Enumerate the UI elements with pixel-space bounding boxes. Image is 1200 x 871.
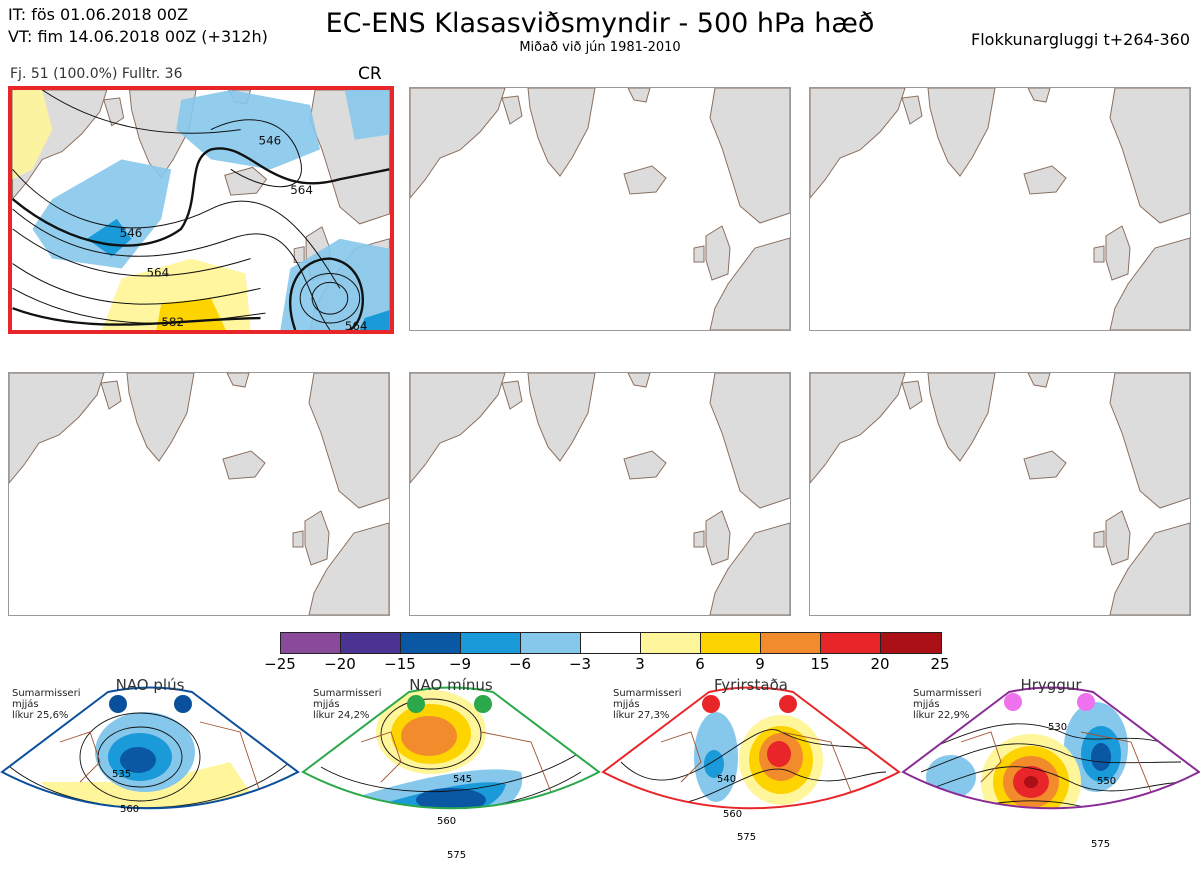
contour-label: 564 [345, 319, 368, 330]
contour-label: 560 [723, 809, 742, 820]
colorbar-tick-label: −25 [264, 655, 296, 673]
regime-ridge[interactable]: 530 550 575 Hryggur Sumarmisseri mjjás lík… [901, 672, 1200, 871]
colorbar-tick-label: −9 [448, 655, 472, 673]
cluster-panel-4[interactable] [8, 372, 390, 616]
regime-nao-plus[interactable]: 535 560 NAO plús Sumarmisseri mjjás líkur … [0, 672, 300, 871]
regime-note: Sumarmisseri mjjás líkur 24,2% [313, 688, 382, 721]
contour-label: 575 [1091, 839, 1110, 850]
colorbar-tick-label: 25 [930, 655, 950, 673]
cluster-panel-3[interactable] [809, 87, 1191, 331]
colorbar-swatch [401, 633, 461, 653]
cluster-panel-6[interactable] [809, 372, 1191, 616]
colorbar-tick-label: −6 [508, 655, 532, 673]
contour-label: 535 [112, 769, 131, 780]
contour-label: 550 [1097, 776, 1116, 787]
colorbar-swatch [701, 633, 761, 653]
colorbar-tick-label: 20 [870, 655, 890, 673]
colorbar-tick-label: −20 [324, 655, 356, 673]
cluster-panel-1[interactable]: 546 546 564 564 582 564 [8, 86, 394, 334]
colorbar-swatch [641, 633, 701, 653]
contour-label: 575 [447, 850, 466, 861]
contour-label: 545 [453, 774, 472, 785]
regime-nao-minus[interactable]: 545 560 575 NAO mínus Sumarmisseri mjjás l… [301, 672, 601, 871]
colorbar-swatch [341, 633, 401, 653]
regime-title: NAO mínus [409, 676, 493, 694]
colorbar-tick-label: −3 [568, 655, 592, 673]
regime-note: Sumarmisseri mjjás líkur 27,3% [613, 688, 682, 721]
contour-label: 575 [737, 832, 756, 843]
contour-label: 546 [120, 226, 143, 240]
colorbar-swatch [581, 633, 641, 653]
colorbar-swatch [281, 633, 341, 653]
colorbar-tick-label: 3 [635, 655, 645, 673]
regime-note: Sumarmisseri mjjás líkur 22,9% [913, 688, 982, 721]
colorbar-swatch [821, 633, 881, 653]
page-subtitle: Miðað við jún 1981-2010 [519, 40, 681, 55]
contour-label: 564 [146, 265, 169, 279]
contour-label: 564 [290, 183, 313, 197]
cluster-meta: Fj. 51 (100.0%) Fulltr. 36 [10, 66, 183, 82]
classification-window: Flokkunargluggi t+264-360 [971, 30, 1190, 49]
contour-label: 582 [161, 315, 184, 329]
header-info: IT: fös 01.06.2018 00Z VT: fim 14.06.201… [8, 4, 268, 48]
colorbar-tick-label: −15 [384, 655, 416, 673]
colorbar [280, 632, 942, 654]
colorbar-swatch [461, 633, 521, 653]
init-time: IT: fös 01.06.2018 00Z [8, 5, 189, 24]
colorbar-tick-label: 15 [810, 655, 830, 673]
contour-label: 530 [1048, 722, 1067, 733]
contour-label: 560 [120, 804, 139, 815]
colorbar-swatch [881, 633, 941, 653]
regime-code: CR [358, 64, 382, 84]
regime-note: Sumarmisseri mjjás líkur 25,6% [12, 688, 81, 721]
contour-label: 560 [437, 816, 456, 827]
contour-label: 546 [259, 134, 282, 148]
regime-title: Fyrirstaða [714, 676, 788, 694]
regime-title: NAO plús [115, 676, 185, 694]
colorbar-swatch [761, 633, 821, 653]
page-title: EC-ENS Klasasviðsmyndir - 500 hPa hæð [325, 8, 875, 39]
cluster-panel-5[interactable] [409, 372, 791, 616]
regime-blocking[interactable]: 540 560 575 Fyrirstaða Sumarmisseri mjjás… [601, 672, 901, 871]
regime-title: Hryggur [1020, 676, 1082, 694]
contour-label: 540 [717, 774, 736, 785]
cluster-panel-2[interactable] [409, 87, 791, 331]
valid-time: VT: fim 14.06.2018 00Z (+312h) [8, 27, 268, 46]
colorbar-tick-label: 6 [695, 655, 705, 673]
colorbar-tick-label: 9 [755, 655, 765, 673]
colorbar-swatch [521, 633, 581, 653]
